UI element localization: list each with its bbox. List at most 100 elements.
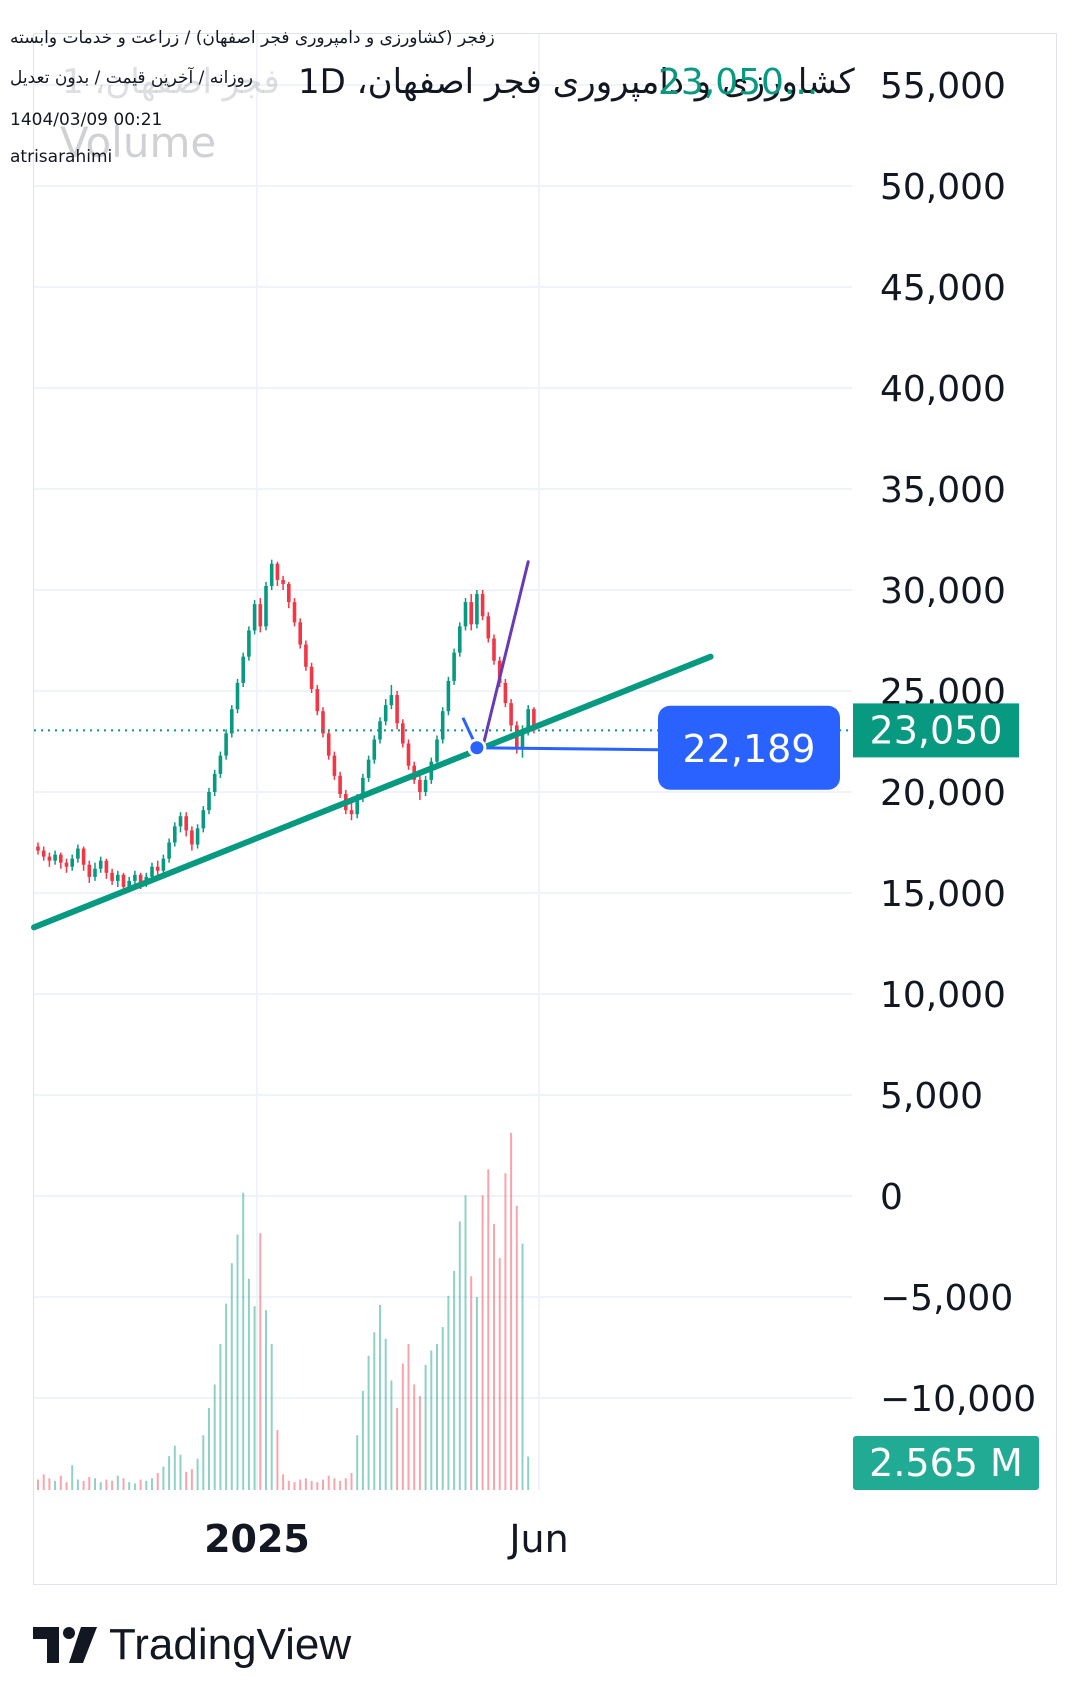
volume-bar xyxy=(145,1480,148,1490)
candle-body xyxy=(338,775,342,795)
volume-bar xyxy=(225,1303,228,1490)
volume-bar xyxy=(304,1478,307,1490)
candle-body xyxy=(104,860,109,873)
volume-bar xyxy=(196,1458,199,1490)
last-price-badge: 23,050 xyxy=(853,703,1019,758)
volume-bar xyxy=(236,1234,239,1490)
candle-body xyxy=(207,792,211,811)
candle-body xyxy=(378,721,382,740)
volume-bar xyxy=(282,1474,285,1490)
volume-bar xyxy=(156,1473,159,1490)
volume-bar xyxy=(259,1233,262,1490)
candle-body xyxy=(41,850,46,857)
volume-bar xyxy=(242,1192,245,1490)
price-tick-label: 10,000 xyxy=(880,975,1006,1016)
chart-canvas[interactable]: 22,189 55,000 50,000 45,000 40,000 35,000 30,… xyxy=(0,0,1083,1600)
time-tick-label: Jun xyxy=(507,1517,568,1561)
candle-body xyxy=(463,602,468,627)
volume-bar xyxy=(299,1479,302,1490)
candle-body xyxy=(36,846,40,851)
volume-bar xyxy=(179,1454,182,1490)
candle-body xyxy=(212,773,217,792)
volume-bar xyxy=(436,1344,438,1490)
price-marker-dot[interactable] xyxy=(467,738,487,758)
volume-bar xyxy=(504,1173,507,1490)
volume-bar xyxy=(407,1344,410,1490)
candle-body xyxy=(252,604,257,631)
legend-last-price: 23,050... xyxy=(658,62,819,103)
legend-ghost-title: فجر اصفهان، 1 xyxy=(62,62,280,102)
volume-bar xyxy=(527,1456,530,1490)
candle-body xyxy=(173,826,177,843)
volume-bar xyxy=(344,1478,347,1490)
volume-bar xyxy=(333,1478,336,1490)
projection-line[interactable] xyxy=(481,560,530,750)
candle-body xyxy=(87,864,92,877)
volume-bar xyxy=(54,1480,57,1490)
volume-bar xyxy=(453,1271,456,1490)
candle-body xyxy=(532,709,536,731)
volume-bar xyxy=(493,1224,495,1490)
candle-body xyxy=(458,626,462,653)
volume-bar xyxy=(287,1480,290,1490)
tradingview-logo-text: TradingView xyxy=(109,1620,352,1669)
candle-body xyxy=(275,563,280,580)
candle-body xyxy=(509,703,513,726)
legend-symbol-title[interactable]: کشاورزی و دامپروری فجر اصفهان، 1D xyxy=(298,62,855,102)
volume-bar xyxy=(356,1435,359,1490)
volume-bar xyxy=(293,1482,296,1490)
volume-bar xyxy=(122,1478,125,1490)
price-tick-label: 15,000 xyxy=(880,874,1006,915)
volume-bar xyxy=(390,1380,393,1490)
candle-body xyxy=(361,777,365,799)
volume-bar xyxy=(413,1384,416,1490)
candle-body xyxy=(190,830,194,845)
price-marker-badge[interactable]: 22,189 xyxy=(658,705,840,790)
volume-bar xyxy=(168,1456,171,1490)
candle-body xyxy=(81,848,86,865)
volume-bar xyxy=(475,1297,478,1490)
price-axis[interactable]: 55,00050,00045,00040,00035,00030,00025,0… xyxy=(880,66,1036,1420)
candle-body xyxy=(315,688,320,712)
price-tick-label: 20,000 xyxy=(880,773,1006,814)
candle-body xyxy=(401,723,405,744)
trendline[interactable] xyxy=(31,653,714,931)
tradingview-logo[interactable]: TradingView xyxy=(33,1620,351,1670)
volume-bar xyxy=(42,1474,45,1490)
grid-lines xyxy=(34,34,852,1490)
volume-bar xyxy=(350,1473,353,1490)
candle-body xyxy=(247,630,251,657)
volume-bar xyxy=(373,1332,376,1490)
volume-bar xyxy=(401,1363,404,1490)
price-tick-label: 55,000 xyxy=(880,66,1006,107)
price-tick-label: 35,000 xyxy=(880,470,1006,511)
candle-body xyxy=(110,872,114,881)
candle-body xyxy=(355,798,359,815)
candle-body xyxy=(184,816,188,831)
price-tick-label: 50,000 xyxy=(880,167,1006,208)
candle-body xyxy=(349,810,354,815)
candle-body xyxy=(138,874,143,883)
candle-body xyxy=(480,594,485,617)
volume-bar xyxy=(48,1478,51,1490)
volume-bar xyxy=(105,1479,108,1490)
volume-bar xyxy=(487,1169,490,1490)
volume-bar xyxy=(458,1221,461,1490)
volume-bar xyxy=(219,1344,222,1490)
candlestick-series xyxy=(36,559,536,893)
chart-frame xyxy=(33,33,1057,1585)
volume-bar xyxy=(253,1306,256,1490)
candle-body xyxy=(332,755,337,776)
last-price-badge-label: 23,050 xyxy=(870,708,1003,752)
volume-bar xyxy=(316,1482,319,1490)
volume-bar xyxy=(361,1390,364,1490)
candle-body xyxy=(486,616,491,639)
candle-body xyxy=(235,682,240,710)
volume-bar xyxy=(162,1466,165,1490)
candle-body xyxy=(258,604,263,627)
candle-body xyxy=(133,874,137,881)
volume-bar xyxy=(367,1355,370,1490)
time-axis[interactable]: 2025 Jun xyxy=(204,1517,569,1561)
volume-bar xyxy=(65,1482,68,1490)
price-tick-label: 45,000 xyxy=(880,268,1006,309)
